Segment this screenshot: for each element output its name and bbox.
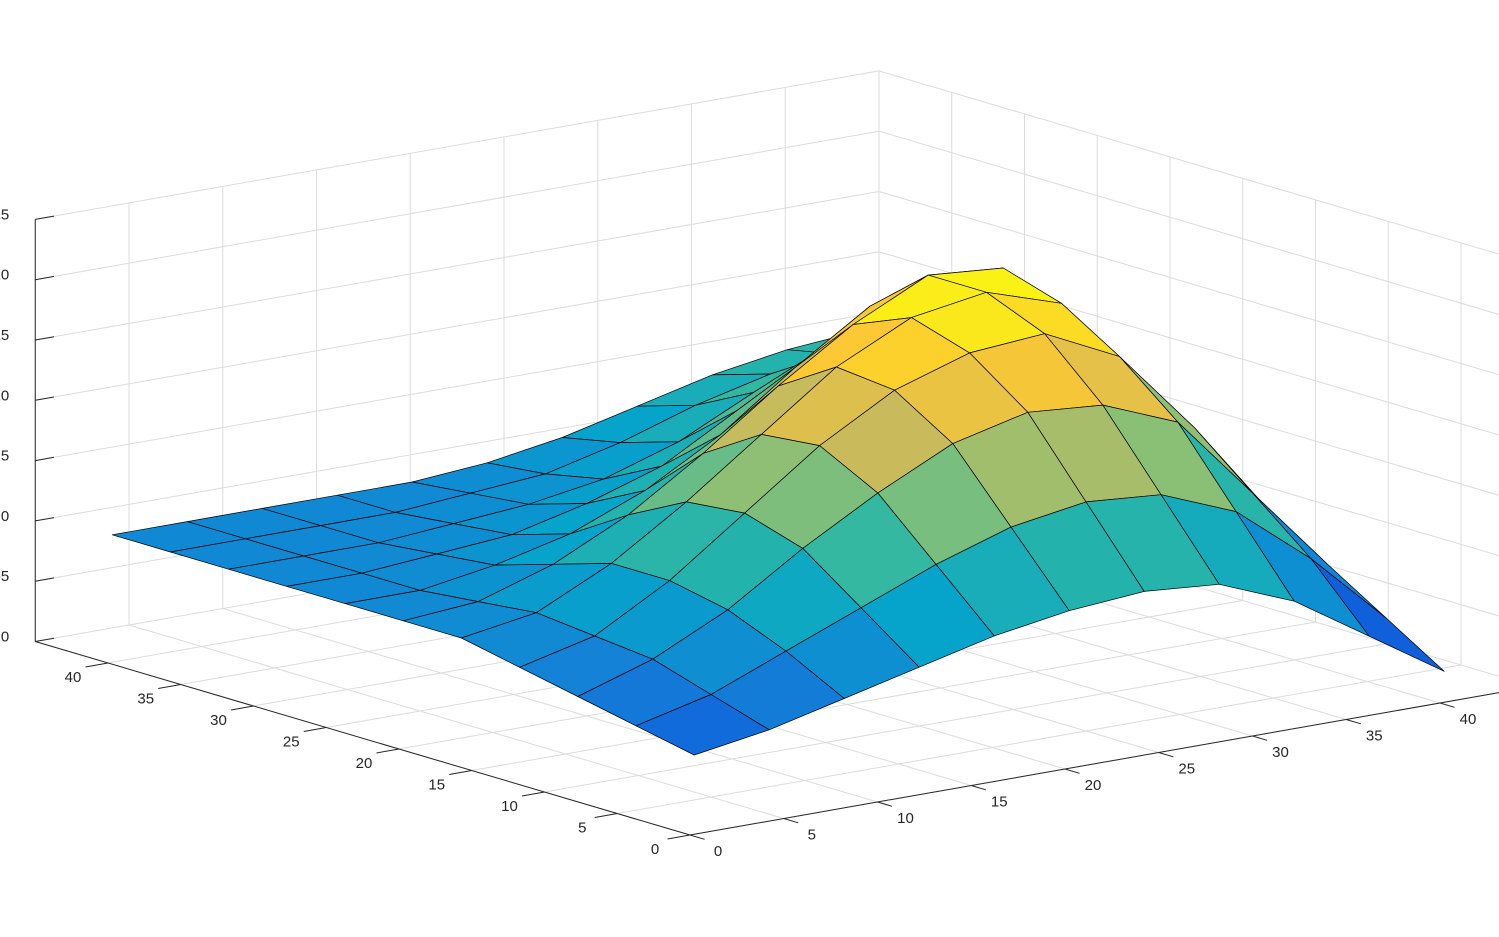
y-axis [35, 641, 691, 836]
y-tick-label: 5 [578, 819, 586, 836]
tick-mark [35, 577, 55, 582]
tick-mark [35, 215, 55, 220]
surface [111, 267, 1445, 756]
grid-line [128, 624, 784, 819]
grid-line [35, 70, 880, 220]
y-tick-label: 20 [356, 755, 373, 772]
tick-mark [1346, 719, 1361, 725]
x-tick-label: 10 [897, 810, 914, 827]
y-tick-label: 15 [428, 776, 445, 793]
tick-mark [158, 684, 181, 689]
tick-mark [689, 834, 705, 840]
x-tick-label: 35 [1366, 727, 1383, 744]
tick-mark [971, 785, 986, 791]
grid-line [878, 130, 1499, 315]
z-tick-label: 10 [0, 387, 9, 404]
y-tick-label: 25 [283, 733, 300, 750]
z-tick-label: 25 [0, 206, 9, 223]
grid-line [222, 608, 878, 803]
y-tick-label: 35 [137, 690, 154, 707]
tick-mark [35, 275, 55, 281]
tick-mark [594, 813, 618, 818]
grid-line [35, 311, 880, 462]
y-tick-label: 30 [210, 712, 227, 729]
grid-line [878, 70, 1499, 255]
y-tick-label: 0 [651, 841, 659, 858]
y-tick-label: 40 [65, 669, 82, 686]
z-tick-label: 20 [0, 267, 9, 284]
surface-patch [635, 694, 770, 756]
x-tick-label: 40 [1460, 711, 1477, 728]
tick-mark [1252, 735, 1268, 741]
x-tick-label: 20 [1085, 777, 1102, 794]
tick-mark [35, 456, 55, 462]
y-tick-label: 10 [501, 798, 518, 815]
tick-mark [85, 662, 109, 668]
z-tick-label: 0 [1, 508, 9, 525]
x-axis [689, 692, 1499, 836]
tick-mark [667, 834, 691, 840]
tick-mark [877, 801, 893, 807]
grid-line [471, 621, 1316, 771]
x-tick-label: 25 [1178, 760, 1195, 777]
tick-mark [35, 336, 55, 341]
tick-mark [1064, 768, 1080, 774]
tick-mark [35, 517, 55, 522]
grid-line [35, 130, 880, 281]
x-tick-label: 0 [714, 843, 722, 860]
z-tick-label: -10 [0, 628, 9, 645]
z-tick-label: -5 [0, 568, 9, 585]
z-tick-label: 15 [0, 327, 9, 344]
tick-mark [376, 748, 400, 754]
tick-mark [35, 396, 55, 401]
tick-mark [1158, 752, 1174, 758]
tick-mark [35, 637, 55, 642]
tick-mark [449, 770, 472, 775]
grid-line [35, 251, 880, 401]
grid-line [617, 664, 1462, 814]
tick-mark [783, 818, 799, 824]
tick-mark [230, 705, 254, 711]
tick-mark [1439, 702, 1455, 708]
grid-line [35, 191, 880, 341]
x-tick-label: 5 [808, 826, 816, 843]
z-tick-label: 5 [1, 448, 9, 465]
grid-line [544, 643, 1389, 793]
tick-mark [303, 727, 327, 732]
x-tick-label: 15 [991, 793, 1008, 810]
grid-line [878, 191, 1499, 376]
x-tick-label: 30 [1272, 744, 1289, 761]
tick-mark [521, 791, 545, 797]
